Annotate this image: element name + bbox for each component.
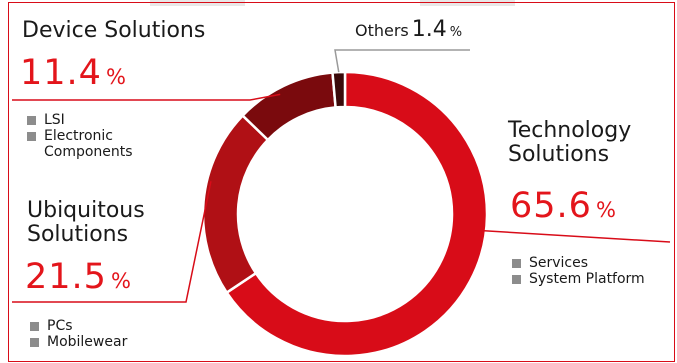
segment-title-device: Device Solutions <box>22 18 206 43</box>
segment-value-unit: % <box>105 65 127 89</box>
bullet-square-icon <box>512 259 521 268</box>
top-shadow-left <box>150 0 245 6</box>
segment-item: Services <box>512 255 645 271</box>
segment-value-device: 11.4% <box>20 56 127 91</box>
top-shadow-right <box>420 0 515 6</box>
segment-value-unit: % <box>110 269 132 293</box>
bullet-square-icon <box>27 116 36 125</box>
segment-item: System Platform <box>512 271 645 287</box>
donut-slice-technology <box>224 70 489 358</box>
chart-frame <box>8 2 675 362</box>
segment-label-others: Others 1.4% <box>355 17 462 42</box>
segment-item: Electronic Components <box>27 128 164 160</box>
segment-item: PCs <box>30 318 127 334</box>
bullet-square-icon <box>30 322 39 331</box>
leader-line-ubiquitous <box>12 181 212 303</box>
segment-items-technology: Services System Platform <box>512 255 645 287</box>
donut-slice-others <box>331 70 347 109</box>
segment-value-technology: 65.6% <box>510 189 617 224</box>
leader-line-others <box>334 49 470 73</box>
donut-slice-ubiquitous <box>201 113 270 295</box>
segment-title-technology: Technology Solutions <box>508 118 632 167</box>
segment-value-others: 1.4 <box>411 17 447 42</box>
segment-item: LSI <box>27 112 164 128</box>
segment-items-ubiquitous: PCs Mobilewear <box>30 318 127 350</box>
segment-value-unit: % <box>595 198 617 222</box>
bullet-square-icon <box>512 275 521 285</box>
segment-items-device: LSI Electronic Components <box>27 112 164 160</box>
segment-title-ubiquitous: Ubiquitous Solutions <box>27 198 145 247</box>
donut-slice-device <box>240 71 337 142</box>
segment-value-number: 21.5 <box>25 257 107 297</box>
bullet-square-icon <box>27 132 36 142</box>
leader-line-technology <box>483 230 671 243</box>
segment-value-ubiquitous: 21.5% <box>25 260 132 295</box>
segment-value-number: 11.4 <box>20 53 102 93</box>
segment-value-number: 65.6 <box>510 186 592 226</box>
leader-line-device <box>12 93 281 101</box>
segment-title-others: Others <box>355 21 409 40</box>
bullet-square-icon <box>30 338 39 348</box>
segment-value-unit: % <box>449 25 463 40</box>
segment-item: Mobilewear <box>30 334 127 350</box>
